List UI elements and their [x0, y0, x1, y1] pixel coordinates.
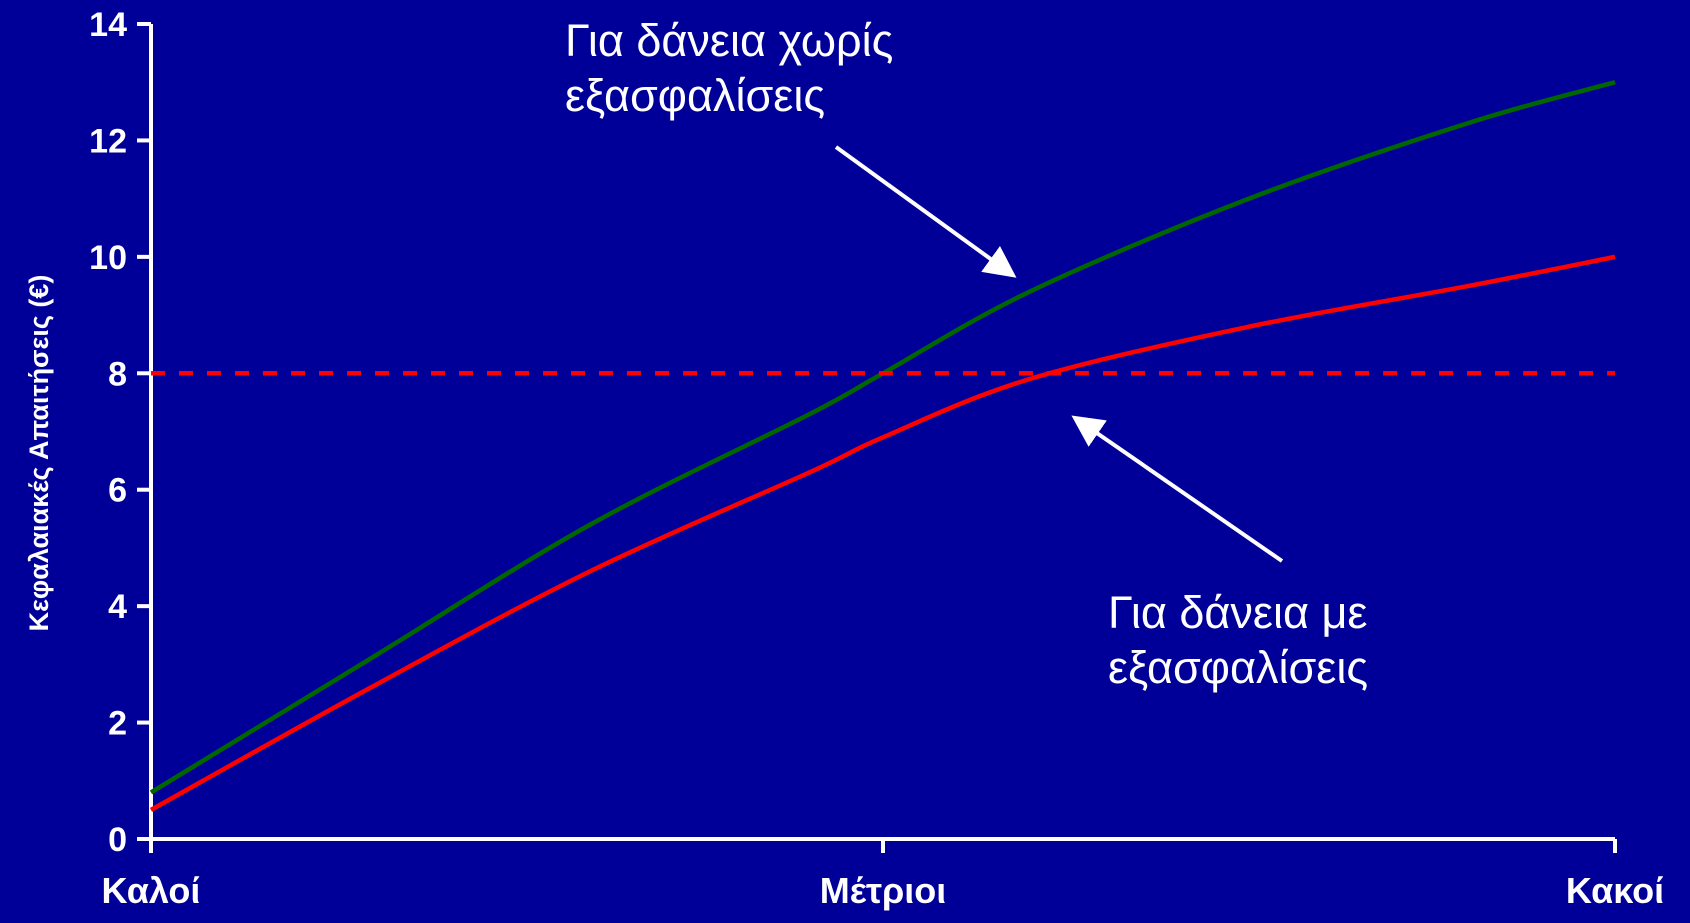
- x-axis-categories: Καλοί Μέτριοι Κακοί: [102, 839, 1664, 911]
- x-category-label: Μέτριοι: [820, 870, 947, 911]
- y-tick-label: 4: [108, 588, 127, 626]
- y-tick-label: 0: [108, 821, 127, 859]
- y-axis-label: Κεφαλαιακές Απαιτήσεις (€): [24, 275, 54, 632]
- y-tick-label: 10: [89, 239, 127, 277]
- annotation-secured-line-2: εξασφαλίσεις: [1108, 642, 1368, 693]
- y-tick-label: 14: [89, 6, 127, 44]
- series-line-1: [149, 80, 1616, 795]
- y-axis-ticks: 0 2 4 6 8 10 12 14: [89, 6, 151, 859]
- x-category-label: Καλοί: [102, 870, 201, 911]
- y-tick-label: 2: [108, 705, 127, 743]
- annotation-unsecured-line-1: Για δάνεια χωρίς: [565, 15, 893, 66]
- annotation-unsecured: Για δάνεια χωρίς εξασφαλίσεις: [565, 15, 906, 121]
- x-category-label: Κακοί: [1566, 870, 1664, 911]
- series-group: [149, 80, 1616, 812]
- y-tick-label: 6: [108, 472, 127, 510]
- arrow-secured: [1071, 415, 1284, 563]
- annotation-unsecured-line-2: εξασφαλίσεις: [565, 70, 825, 121]
- series-line-2: [149, 254, 1616, 812]
- y-tick-label: 12: [89, 122, 127, 160]
- annotation-secured: Για δάνεια με εξασφαλίσεις: [1108, 587, 1380, 693]
- annotation-secured-line-1: Για δάνεια με: [1108, 587, 1368, 638]
- y-tick-label: 8: [108, 355, 127, 393]
- arrow-unsecured: [834, 145, 1017, 278]
